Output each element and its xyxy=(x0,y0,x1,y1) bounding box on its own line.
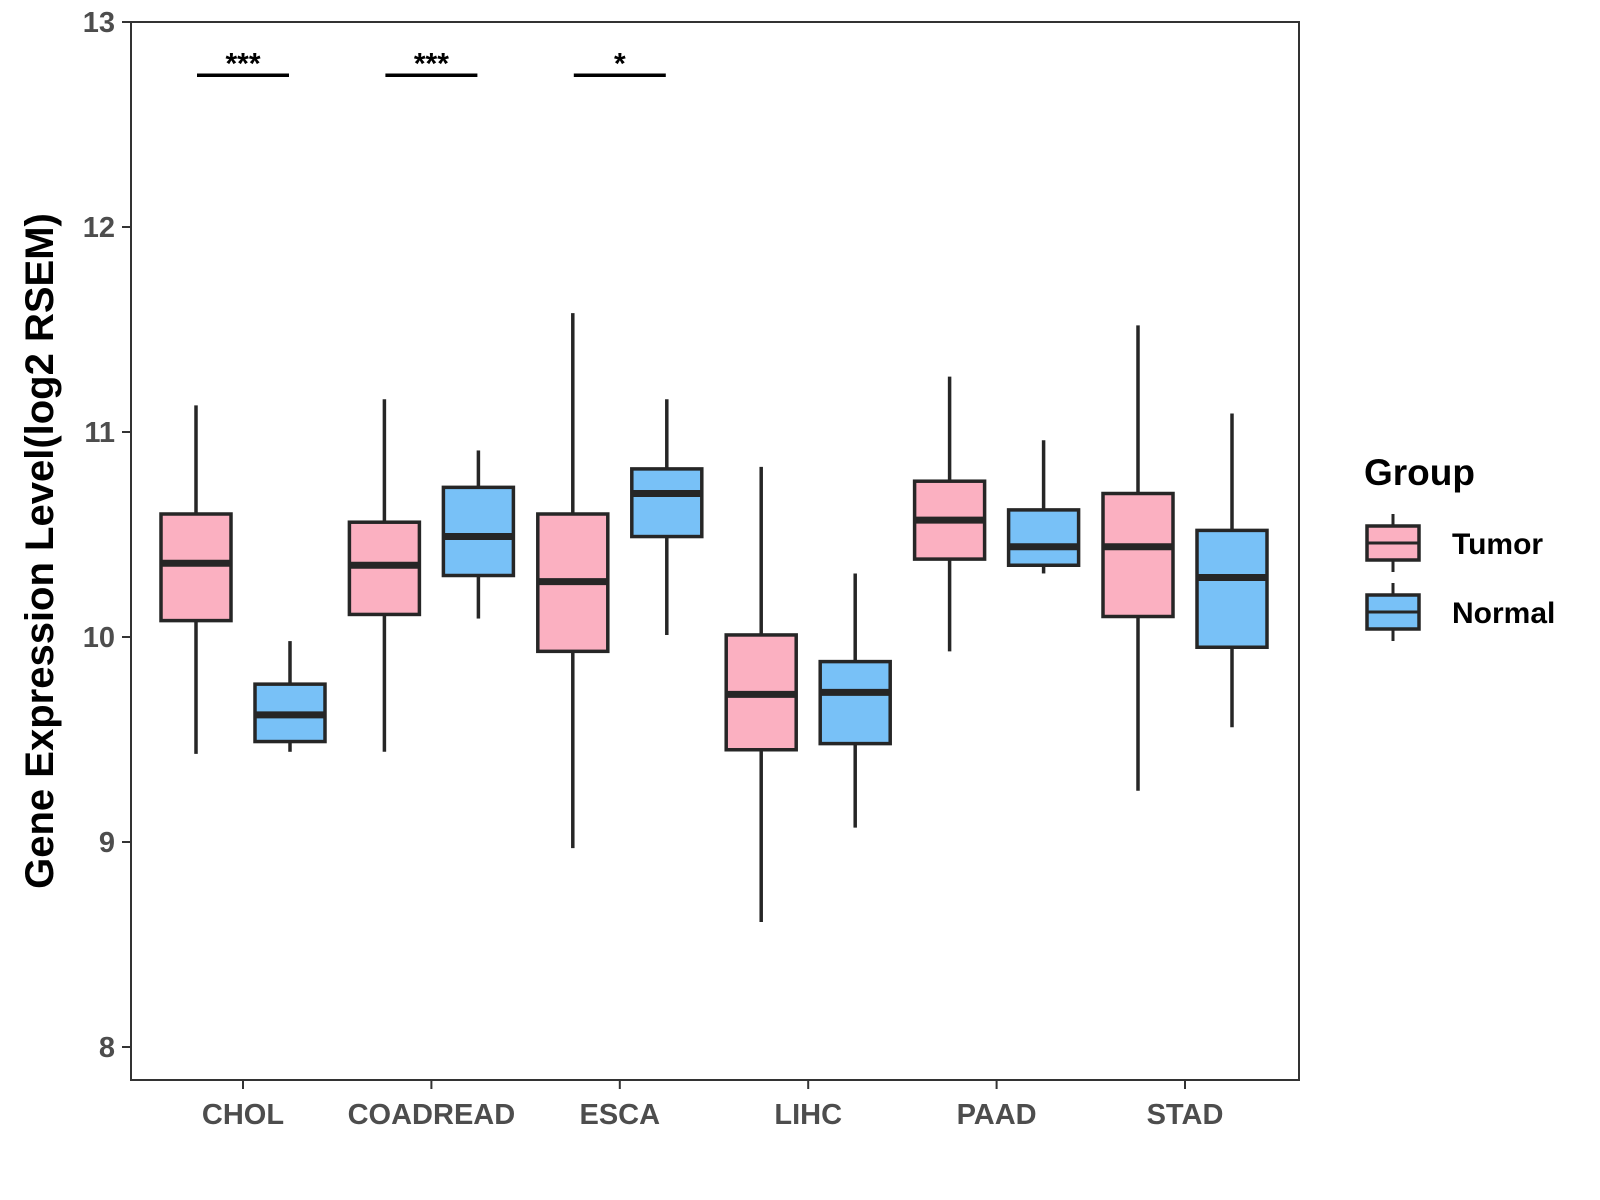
legend-title: Group xyxy=(1364,452,1475,493)
x-tick-label: LIHC xyxy=(774,1099,842,1131)
legend-item-normal: Normal xyxy=(1365,583,1555,641)
y-tick-label: 12 xyxy=(83,212,115,244)
box-body xyxy=(630,467,704,539)
significance-label: * xyxy=(614,47,626,80)
box-normal-stad xyxy=(1195,413,1269,728)
x-tick-label: COADREAD xyxy=(348,1099,516,1131)
box-normal-chol xyxy=(253,641,327,752)
box-tumor-esca xyxy=(536,313,610,849)
significance-label: *** xyxy=(225,47,260,80)
y-axis-title: Gene Expression Level(log2 RSEM) xyxy=(18,213,62,889)
box-body xyxy=(159,512,233,623)
x-axis: CHOL COADREAD ESCA LIHC PAAD STAD xyxy=(202,1080,1223,1131)
plot-area: *** *** * xyxy=(159,47,1269,922)
legend-label: Normal xyxy=(1452,597,1555,630)
x-tick-label: STAD xyxy=(1147,1099,1224,1131)
box-body xyxy=(441,485,516,578)
box-normal-paad xyxy=(1006,440,1081,574)
box-normal-lihc xyxy=(818,573,892,828)
box-tumor-stad xyxy=(1101,325,1175,791)
y-tick-label: 13 xyxy=(83,7,115,39)
box-normal-esca xyxy=(630,399,704,635)
y-tick-label: 10 xyxy=(83,622,115,654)
box-body xyxy=(1006,508,1081,567)
box-body xyxy=(818,659,892,746)
box-body xyxy=(1101,491,1175,619)
box-tumor-lihc xyxy=(724,466,798,922)
y-tick-label: 8 xyxy=(99,1032,115,1064)
y-tick-label: 11 xyxy=(84,417,115,449)
legend-item-tumor: Tumor xyxy=(1365,514,1543,572)
box-tumor-coadread xyxy=(347,399,422,752)
legend: Group Tumor Normal xyxy=(1364,452,1555,641)
box-tumor-paad xyxy=(912,376,987,652)
y-axis: 8 9 10 11 12 13 xyxy=(83,7,132,1080)
significance-label: *** xyxy=(414,47,449,80)
x-tick-label: PAAD xyxy=(957,1099,1037,1131)
box-body xyxy=(1195,528,1269,650)
box-tumor-chol xyxy=(159,405,233,754)
legend-label: Tumor xyxy=(1452,528,1543,561)
x-tick-label: ESCA xyxy=(580,1099,661,1131)
x-tick-label: CHOL xyxy=(202,1099,284,1131)
y-tick-label: 9 xyxy=(99,827,115,859)
box-normal-coadread xyxy=(441,450,516,619)
